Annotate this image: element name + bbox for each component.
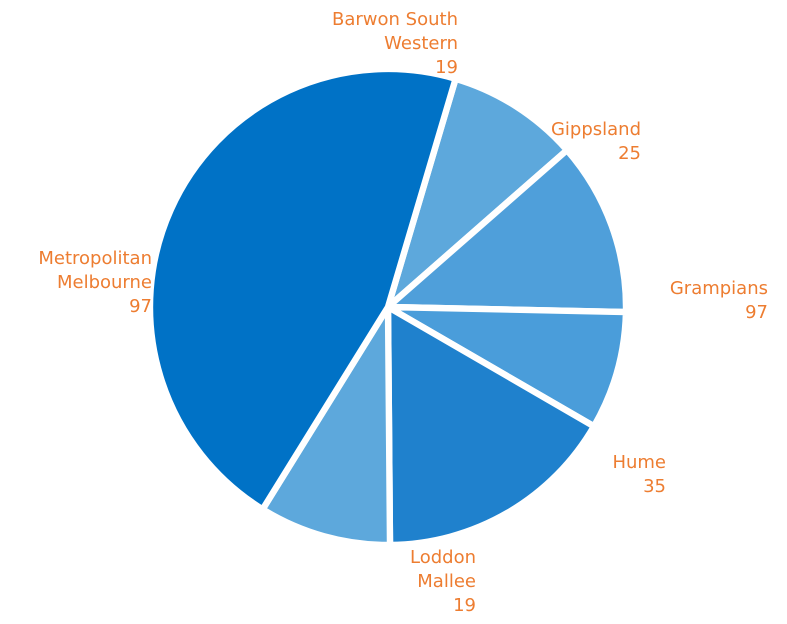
slice-name: Grampians: [670, 278, 768, 299]
slice-value: 19: [435, 57, 458, 78]
pie-slice: [384, 301, 599, 549]
pie-slice: [379, 145, 630, 316]
slice-value: 25: [618, 143, 641, 164]
pie-slice: [258, 295, 394, 549]
pie-slice: [386, 303, 630, 431]
pie-slices: [146, 65, 630, 549]
slice-name: Western: [384, 33, 458, 54]
slice-name: Melbourne: [57, 272, 152, 293]
slice-label: Grampians 97: [670, 278, 768, 323]
slice-name: Mallee: [417, 571, 476, 592]
pie-slice: [146, 65, 460, 514]
slice-name: Hume: [612, 452, 666, 473]
slice-value: 35: [643, 476, 666, 497]
slice-name: Loddon: [410, 547, 476, 568]
slice-label: Barwon South Western 19: [332, 9, 458, 78]
slice-name: Barwon South: [332, 9, 458, 30]
slice-label: Gippsland 25: [551, 119, 641, 164]
slice-label: Metropolitan Melbourne 97: [38, 248, 152, 317]
pie-labels: Barwon South Western 19 Gippsland 25 Grampian…: [38, 9, 768, 616]
slice-value: 19: [453, 595, 476, 616]
slice-value: 97: [129, 296, 152, 317]
slice-label: Loddon Mallee 19: [410, 547, 476, 616]
slice-label: Hume 35: [612, 452, 666, 497]
slice-value: 97: [745, 302, 768, 323]
slice-name: Metropolitan: [38, 248, 152, 269]
pie-slice: [381, 74, 572, 317]
slice-name: Gippsland: [551, 119, 641, 140]
